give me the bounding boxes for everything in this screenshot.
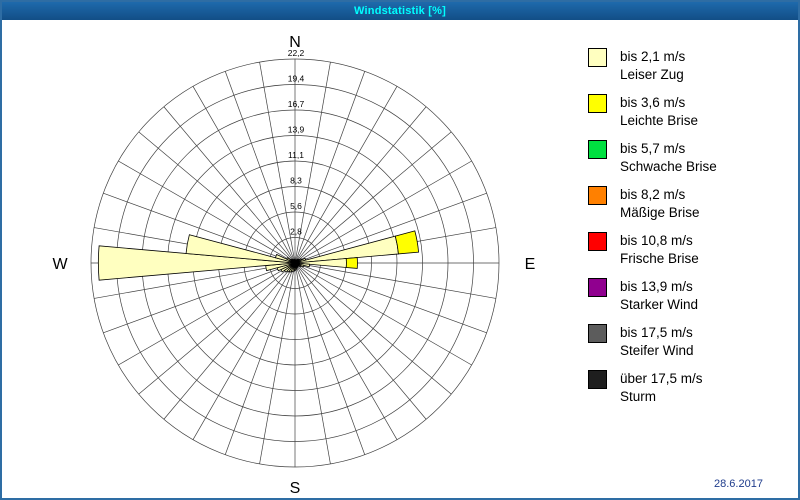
legend-speed-label: bis 17,5 m/s bbox=[620, 325, 693, 340]
grid-spoke bbox=[118, 160, 296, 264]
radial-tick-label: 8,3 bbox=[290, 176, 302, 186]
grid-spoke bbox=[294, 262, 398, 440]
legend-swatch bbox=[588, 370, 607, 389]
grid-spoke bbox=[118, 262, 296, 366]
grid-spoke bbox=[294, 262, 487, 334]
radial-tick-label: 16,7 bbox=[288, 99, 305, 109]
radial-tick-label: 22,2 bbox=[288, 48, 305, 58]
grid-spoke bbox=[294, 62, 331, 264]
legend-swatch bbox=[588, 278, 607, 297]
grid-spoke bbox=[294, 262, 366, 455]
wind-rose-chart: 2,8 5,6 8,3 11,1 13,9 16,7 19,4 22,2N E S W bbox=[52, 34, 536, 497]
legend-item-5: bis 13,9 m/s Starker Wind bbox=[588, 278, 717, 314]
legend-wind-name: Sturm bbox=[620, 389, 657, 404]
wind-sector bbox=[293, 258, 296, 264]
grid-spoke bbox=[294, 192, 487, 264]
legend-text: über 17,5 m/s Sturm bbox=[620, 370, 703, 406]
legend-wind-name: Leiser Zug bbox=[620, 67, 684, 82]
grid-spoke bbox=[103, 262, 296, 334]
radial-tick-label: 5,6 bbox=[290, 201, 302, 211]
legend-wind-name: Steifer Wind bbox=[620, 343, 694, 358]
legend-item-3: bis 8,2 m/s Mäßige Brise bbox=[588, 186, 717, 222]
grid-spoke bbox=[259, 262, 296, 464]
legend-wind-name: Frische Brise bbox=[620, 251, 699, 266]
legend-speed-label: bis 3,6 m/s bbox=[620, 95, 686, 110]
legend-speed-label: über 17,5 m/s bbox=[620, 371, 703, 386]
legend-swatch bbox=[588, 232, 607, 251]
legend-item-2: bis 5,7 m/s Schwache Brise bbox=[588, 140, 717, 176]
radial-tick-label: 11,1 bbox=[288, 150, 304, 160]
compass-label-n: N bbox=[289, 34, 301, 51]
grid-spoke bbox=[138, 262, 296, 395]
grid-spoke bbox=[192, 262, 296, 440]
legend-speed-label: bis 5,7 m/s bbox=[620, 141, 686, 156]
legend-wind-name: Starker Wind bbox=[620, 297, 699, 312]
grid-spoke bbox=[94, 262, 296, 299]
legend-wind-name: Mäßige Brise bbox=[620, 205, 700, 220]
grid-spoke bbox=[103, 192, 296, 264]
legend-text: bis 2,1 m/s Leiser Zug bbox=[620, 48, 685, 84]
radial-tick-label: 13,9 bbox=[288, 125, 305, 135]
legend-text: bis 17,5 m/s Steifer Wind bbox=[620, 324, 694, 360]
legend-speed-label: bis 13,9 m/s bbox=[620, 279, 693, 294]
legend-text: bis 10,8 m/s Frische Brise bbox=[620, 232, 699, 268]
compass-label-w: W bbox=[52, 256, 68, 273]
legend-wind-name: Schwache Brise bbox=[620, 159, 717, 174]
legend-wind-name: Leichte Brise bbox=[620, 113, 699, 128]
radial-tick-label: 19,4 bbox=[288, 74, 305, 84]
grid-spoke bbox=[294, 131, 452, 264]
grid-spoke bbox=[294, 262, 496, 299]
legend-item-6: bis 17,5 m/s Steifer Wind bbox=[588, 324, 717, 360]
grid-spoke bbox=[163, 262, 296, 420]
grid-spoke bbox=[294, 262, 331, 464]
grid-spoke bbox=[294, 86, 398, 264]
grid-spoke bbox=[259, 62, 296, 264]
legend-swatch bbox=[588, 324, 607, 343]
wind-sector bbox=[185, 234, 296, 264]
window-title: Windstatistik [%] bbox=[354, 5, 446, 17]
legend-text: bis 5,7 m/s Schwache Brise bbox=[620, 140, 717, 176]
grid-spoke bbox=[294, 106, 427, 264]
wind-sector bbox=[394, 230, 420, 255]
compass-label-e: E bbox=[525, 256, 536, 273]
legend-text: bis 8,2 m/s Mäßige Brise bbox=[620, 186, 700, 222]
grid-spoke bbox=[294, 262, 452, 395]
legend-item-1: bis 3,6 m/s Leichte Brise bbox=[588, 94, 717, 130]
legend-speed-label: bis 2,1 m/s bbox=[620, 49, 686, 64]
legend-swatch bbox=[588, 140, 607, 159]
legend-item-7: über 17,5 m/s Sturm bbox=[588, 370, 717, 406]
grid-spoke bbox=[224, 262, 296, 455]
radial-tick-label: 2,8 bbox=[290, 227, 302, 237]
legend-item-4: bis 10,8 m/s Frische Brise bbox=[588, 232, 717, 268]
grid-spoke bbox=[138, 131, 296, 264]
legend-item-0: bis 2,1 m/s Leiser Zug bbox=[588, 48, 717, 84]
legend-swatch bbox=[588, 48, 607, 67]
legend-speed-label: bis 8,2 m/s bbox=[620, 187, 686, 202]
legend: bis 2,1 m/s Leiser Zug bis 3,6 m/s Leichte … bbox=[588, 48, 717, 416]
grid-spoke bbox=[163, 106, 296, 264]
legend-swatch bbox=[588, 186, 607, 205]
legend-text: bis 13,9 m/s Starker Wind bbox=[620, 278, 698, 314]
grid-spoke bbox=[224, 71, 296, 264]
grid-spoke bbox=[294, 262, 427, 420]
grid-spoke bbox=[294, 160, 472, 264]
chart-area: 2,8 5,6 8,3 11,1 13,9 16,7 19,4 22,2 N E S W bis 2,… bbox=[2, 20, 798, 498]
legend-speed-label: bis 10,8 m/s bbox=[620, 233, 693, 248]
legend-text: bis 3,6 m/s Leichte Brise bbox=[620, 94, 698, 130]
grid-spoke bbox=[294, 71, 366, 264]
wind-sector bbox=[345, 257, 358, 269]
compass-label-s: S bbox=[290, 480, 301, 497]
grid-spoke bbox=[192, 86, 296, 264]
wind-sector bbox=[97, 245, 296, 281]
titlebar: Windstatistik [%] bbox=[2, 2, 798, 20]
date-label: 28.6.2017 bbox=[714, 478, 763, 490]
grid-spoke bbox=[294, 262, 472, 366]
legend-swatch bbox=[588, 94, 607, 113]
